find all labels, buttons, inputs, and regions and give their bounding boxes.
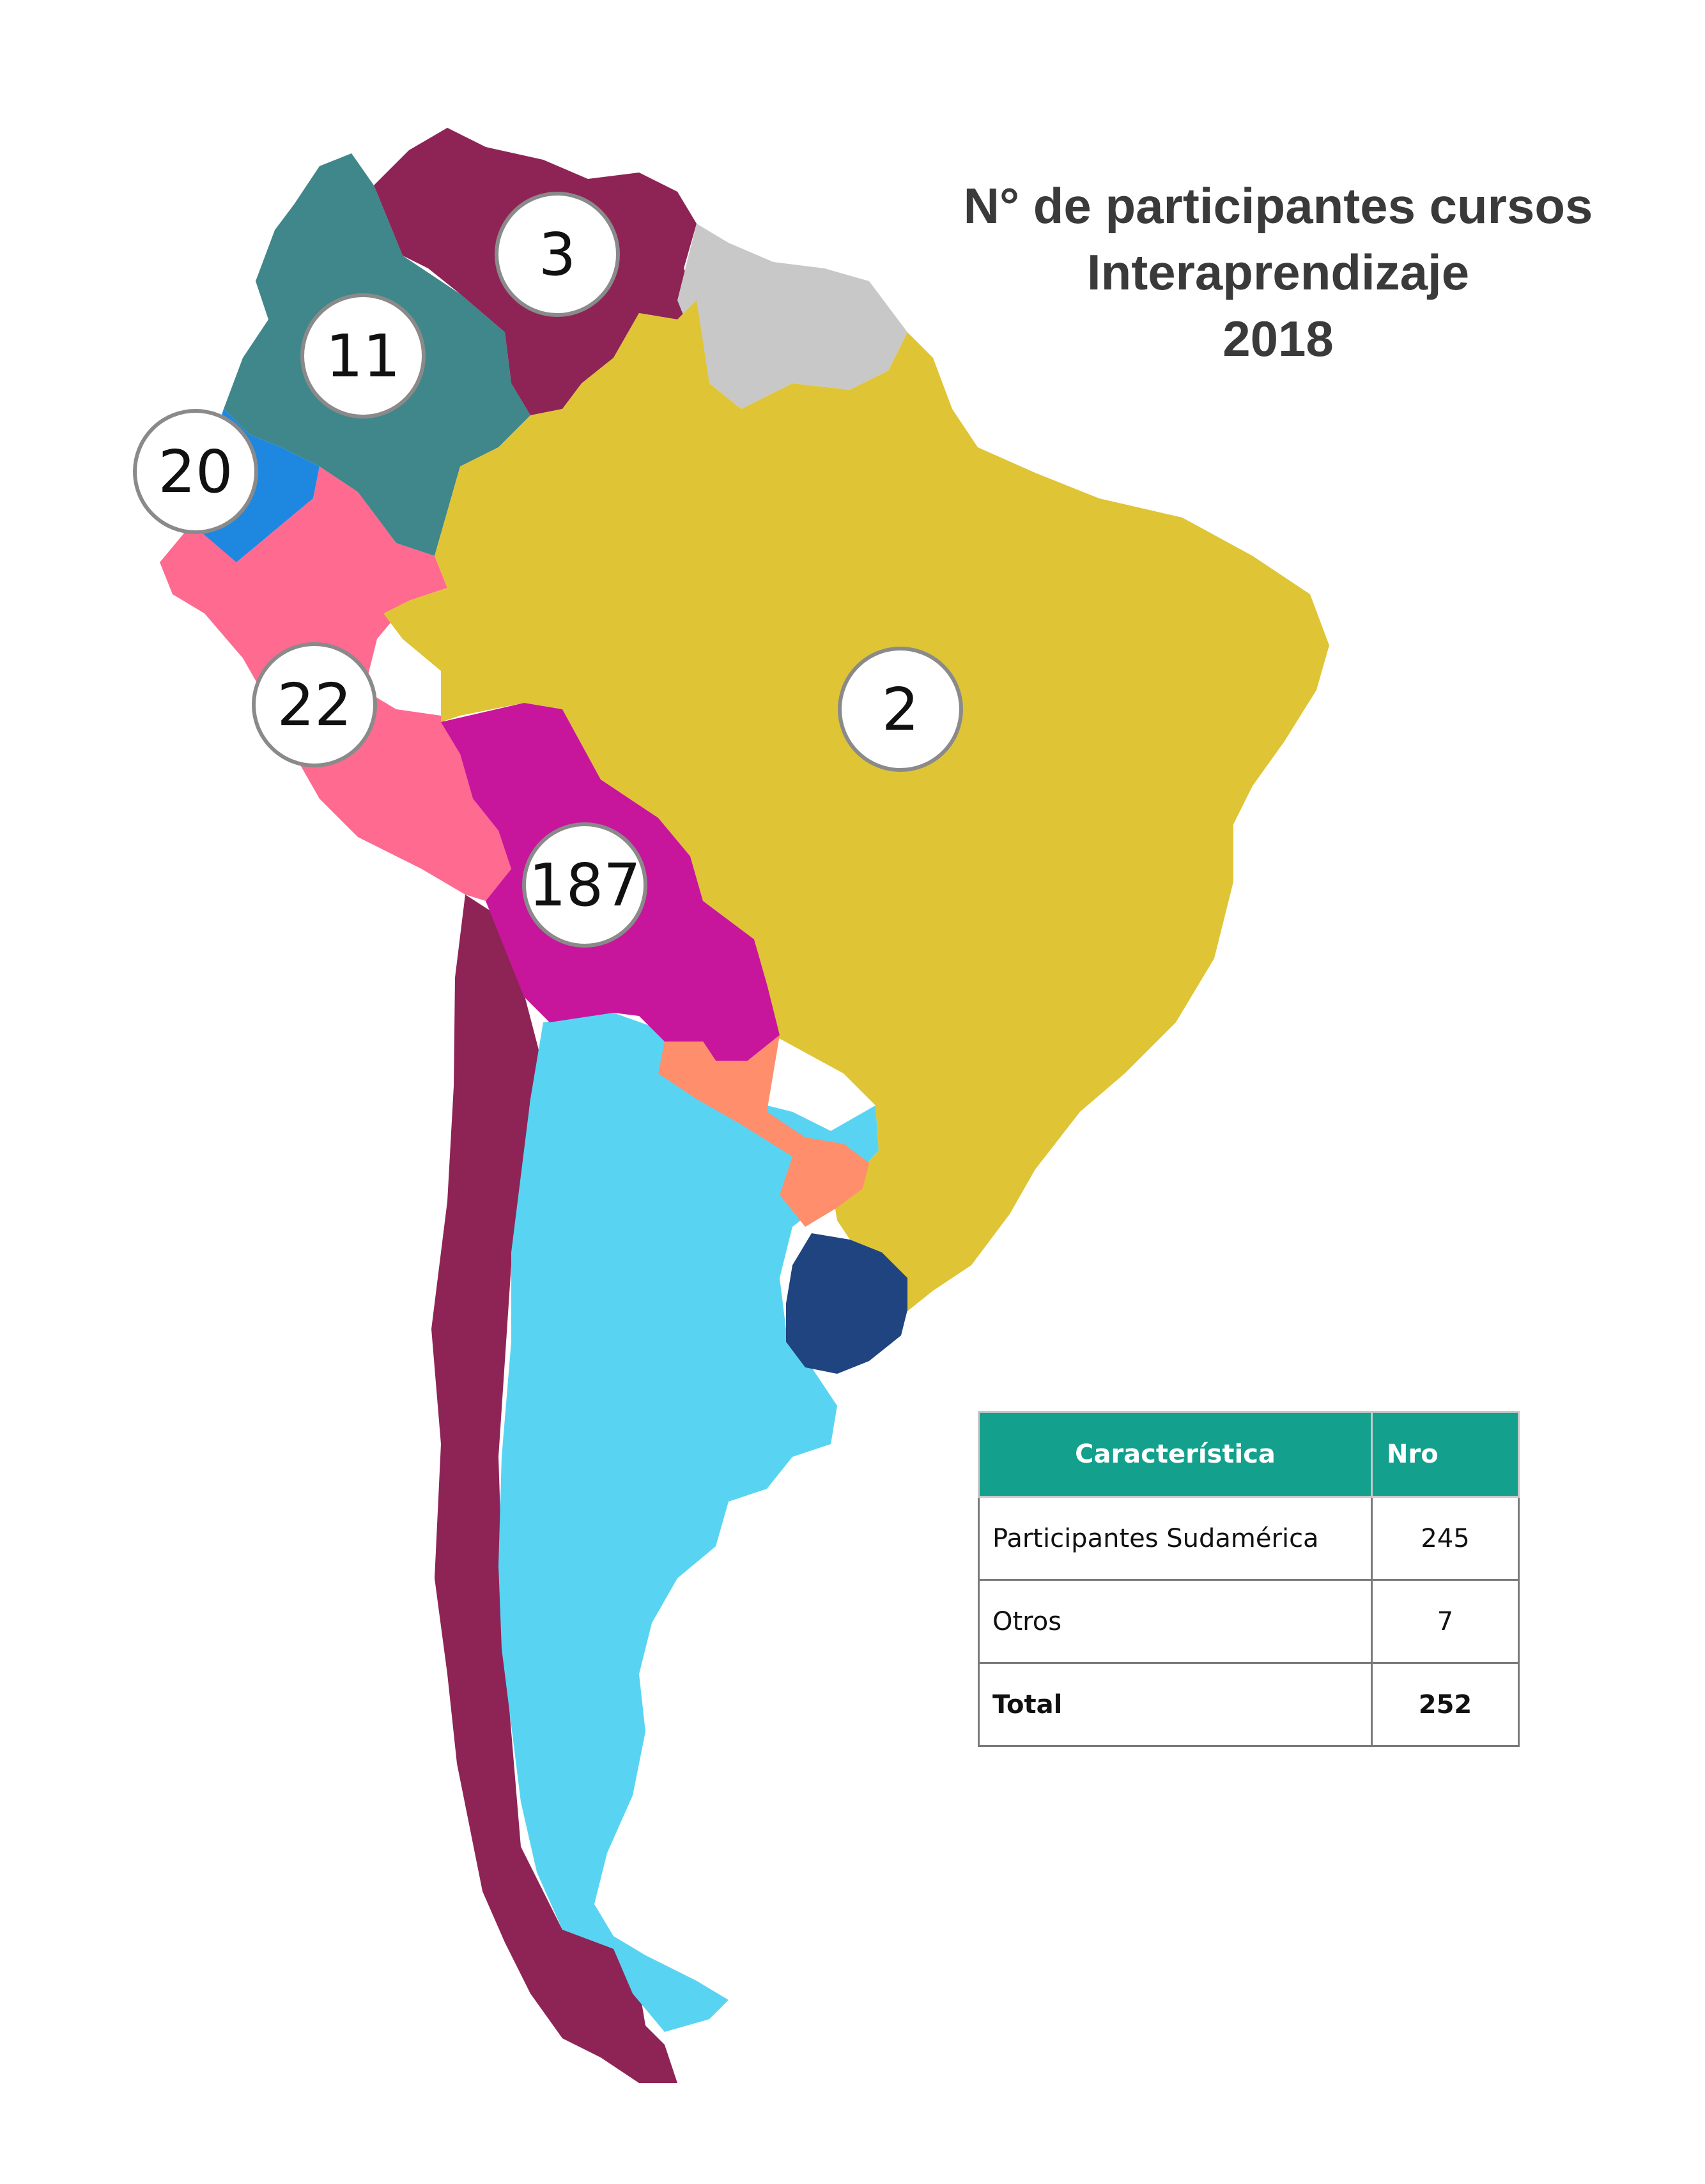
row-label: Otros xyxy=(978,1579,1373,1664)
country-brazil xyxy=(383,300,1329,1316)
table-header-row: Característica Nro xyxy=(978,1411,1520,1498)
country-guianas xyxy=(677,224,907,409)
table-row: Participantes Sudamérica 245 xyxy=(978,1496,1520,1581)
column-header-caracteristica: Característica xyxy=(978,1411,1373,1498)
table-row: Otros 7 xyxy=(978,1579,1520,1664)
total-value: 252 xyxy=(1371,1662,1520,1747)
title-line-1: N° de participantes cursos xyxy=(963,178,1593,234)
column-header-nro: Nro xyxy=(1371,1411,1520,1498)
country-argentina xyxy=(498,1013,879,2032)
count-bubble-venezuela: 3 xyxy=(495,192,620,317)
total-label: Total xyxy=(978,1662,1373,1747)
count-bubble-bolivia: 187 xyxy=(522,822,647,948)
row-label: Participantes Sudamérica xyxy=(978,1496,1373,1581)
title-line-3: 2018 xyxy=(1223,311,1334,367)
count-bubble-colombia: 11 xyxy=(300,293,426,419)
country-paraguay xyxy=(658,1035,869,1227)
country-uruguay xyxy=(786,1233,907,1374)
map-title: N° de participantes cursos Interaprendiz… xyxy=(907,173,1649,372)
row-value: 245 xyxy=(1371,1496,1520,1581)
table-total-row: Total 252 xyxy=(978,1662,1520,1747)
participants-table: Característica Nro Participantes Sudamér… xyxy=(978,1411,1520,1747)
country-chile xyxy=(431,895,677,2083)
row-value: 7 xyxy=(1371,1579,1520,1664)
title-line-2: Interaprendizaje xyxy=(1086,244,1470,300)
count-bubble-ecuador: 20 xyxy=(133,409,258,534)
count-bubble-brazil: 2 xyxy=(838,647,963,772)
count-bubble-peru: 22 xyxy=(252,642,377,767)
